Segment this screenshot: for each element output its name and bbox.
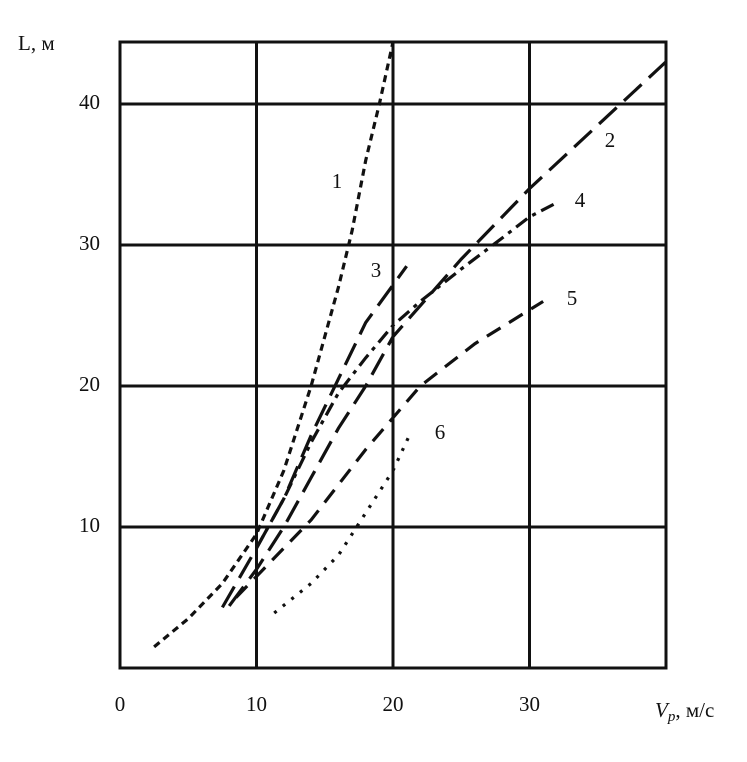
x-tick-label: 0: [115, 692, 126, 716]
x-tick-label: 30: [519, 692, 540, 716]
x-axis-subscript: p: [667, 709, 676, 725]
x-tick-label: 20: [383, 692, 404, 716]
data-line: [234, 300, 544, 599]
series-label: 3: [371, 258, 382, 282]
series-label: 6: [435, 420, 446, 444]
y-tick-label: 30: [79, 231, 100, 255]
x-axis-symbol: V: [655, 698, 670, 722]
series-label: 5: [567, 286, 578, 310]
data-line: [227, 60, 668, 607]
x-axis-label: Vp, м/с: [655, 698, 714, 726]
y-tick-label: 20: [79, 372, 100, 396]
data-line: [220, 265, 408, 609]
y-axis-label: L, м: [18, 31, 55, 55]
data-line: [273, 434, 411, 615]
data-line: [255, 201, 558, 549]
data-line: [153, 41, 395, 649]
x-tick-label: 10: [246, 692, 267, 716]
series-label: 1: [332, 169, 343, 193]
series-label: 4: [575, 188, 586, 212]
y-tick-label: 10: [79, 513, 100, 537]
x-axis-unit: , м/с: [675, 698, 714, 722]
series-label: 2: [605, 128, 616, 152]
y-tick-label: 40: [79, 90, 100, 114]
